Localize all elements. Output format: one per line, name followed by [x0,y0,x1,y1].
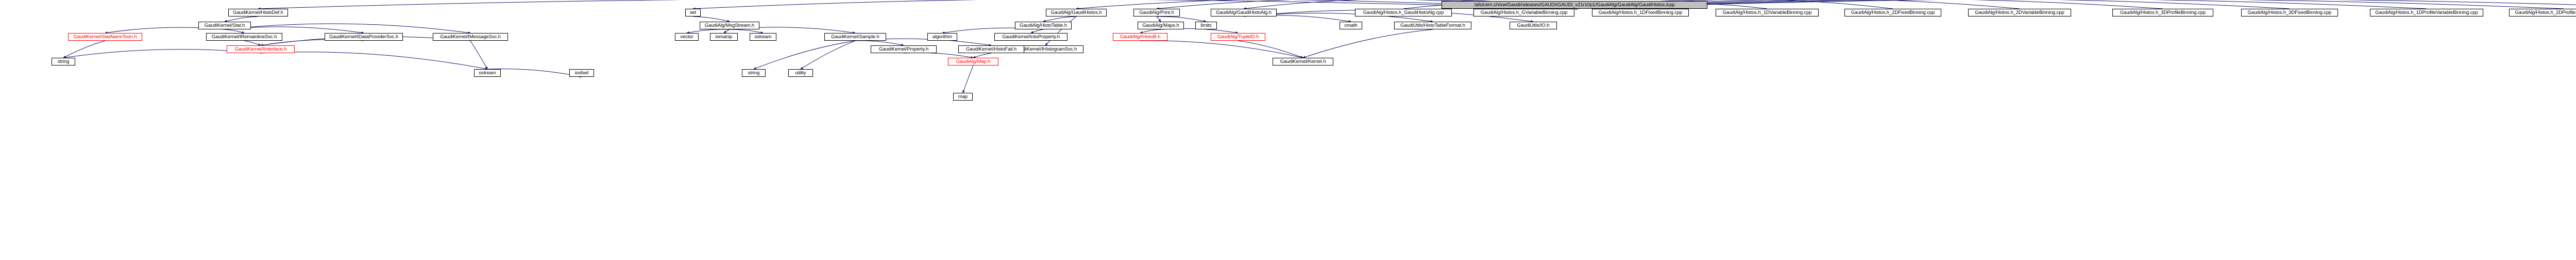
graph-node[interactable]: iomanip [710,33,738,41]
graph-node[interactable]: string [742,69,766,77]
graph-node[interactable]: GaudiAlg/Maps.h [1138,22,1184,29]
graph-node[interactable]: GaudiKernel/Kernel.h [1273,58,1333,66]
graph-edge [692,16,730,23]
graph-edge [224,16,259,23]
graph-edge [729,29,764,34]
graph-edge [258,0,1575,10]
graph-node[interactable]: string [52,58,75,66]
graph-node[interactable]: GaudiAlg/HistoTable.h [1015,22,1072,29]
graph-edge [244,40,261,46]
graph-root-node[interactable]: /afs/cern.ch/sw/Gaudi/releases/GAUDI/GAU… [1442,1,1707,9]
graph-edge [224,23,471,34]
graph-node[interactable]: GaudiUtils/HistoTableFormat.h [1394,22,1471,29]
graph-node[interactable]: GaudiAlg/Histos.h_GaudiHistoAlg.cpp [1355,9,1452,17]
graph-edge [1140,29,1161,34]
graph-node[interactable]: GaudiAlg/Print.h [1133,9,1180,17]
graph-node[interactable]: GaudiKernel/IInterface.h [227,45,295,53]
graph-node[interactable]: GaudiAlg/Histos.h_2DVariableBinning.cpp [1968,9,2071,17]
graph-edge [1043,16,1077,23]
graph-node[interactable]: GaudiKernel/IMessageSvc.h [433,33,508,41]
graph-edge [973,53,992,58]
graph-edge [800,40,856,70]
graph-node[interactable]: vector [675,33,699,41]
graph-node[interactable]: GaudiKernel/Stat.h [198,22,251,29]
graph-node[interactable]: GaudiUtils/IO.h [1510,22,1557,29]
graph-node[interactable]: GaudiKernel/Property.h [871,45,937,53]
graph-node[interactable]: GaudiAlg/Histos.h_2DProfileFixedBinning.… [2509,9,2576,17]
graph-node[interactable]: GaudiKernel/IRemainlineSvc.h [206,33,282,41]
graph-node[interactable]: set [685,9,701,17]
graph-edge [1030,29,1044,34]
graph-node[interactable]: GaudiAlg/Histos.h_2DFixedBinning.cpp [1844,9,1941,17]
graph-node[interactable]: algorithm [927,33,957,41]
graph-node[interactable]: GaudiAlg/GaudiHistos.h [1046,9,1107,17]
graph-node[interactable]: GaudiAlg/Histos.h_GVariableBinning.cpp [1473,9,1574,17]
graph-node[interactable]: GaudiKernel/IDataProviderSvc.h [325,33,403,41]
graph-edge [962,65,974,93]
graph-edge [1156,16,1161,22]
graph-node[interactable]: GaudiKernel/IHistogramSvc.h [1007,45,1083,53]
graph-node[interactable]: GaudiKernel/Sample.h [824,33,886,41]
graph-edge [487,68,582,78]
graph-edge [855,40,904,46]
graph-node[interactable]: GaudiKernel/StatAlarmToon.h [68,33,142,41]
graph-node[interactable]: iosfwd [569,69,594,77]
graph-node[interactable]: ostream [474,69,501,77]
graph-edge [1574,0,2564,10]
graph-node[interactable]: GaudiAlg/TupleID.h [1211,33,1265,41]
graph-edge [1156,16,1207,23]
graph-edge [686,29,730,34]
graph-node[interactable]: GaudiAlg/Histos.h_3DFixedBinning.cpp [2241,9,2338,17]
graph-edge [63,40,106,58]
graph-node[interactable]: GaudiAlg/IHistoB.h [1113,33,1167,41]
graph-edge [723,29,730,34]
graph-edge [470,40,488,70]
graph-node[interactable]: map [953,93,973,101]
graph-node[interactable]: utility [788,69,813,77]
graph-node[interactable]: GaudiKernel/IntoProperty.h [994,33,1067,41]
graph-edge [1140,40,1303,59]
graph-node[interactable]: GaudiKernel/HistoDef.h [228,9,288,17]
graph-node[interactable]: limits [1195,22,1217,29]
graph-node[interactable]: GaudiAlg/GaudiHistoAlg.h [1211,9,1277,17]
graph-node[interactable]: GaudiAlg/MsgStream.h [700,22,759,29]
graph-node[interactable]: GaudiAlg/Histos.h_1DProfileVariableBinni… [2370,9,2483,17]
graph-edge [753,40,856,70]
graph-node[interactable]: GaudiAlg/Histos.h_3DProfileBinning.cpp [2112,9,2213,17]
graph-node[interactable]: GaudiAlg/Histos.h_1DVariableBinning.cpp [1716,9,1819,17]
graph-node[interactable]: GaudiKernel/HistoFail.h [958,45,1024,53]
graph-node[interactable]: GaudiAlg/Histos.h_1DFixedBinning.cpp [1592,9,1689,17]
graph-edge [1045,16,1077,46]
graph-edge [1574,0,2576,10]
graph-node[interactable]: sstream [750,33,776,41]
graph-edge [1238,40,1303,58]
graph-edge [1302,29,1433,58]
graph-edge [260,52,488,70]
graph-node[interactable]: cmath [1340,22,1362,29]
graph-node[interactable]: GaudiAlg/Map.h [948,58,998,66]
graph-edge [224,29,245,34]
graph-edge [903,52,974,59]
